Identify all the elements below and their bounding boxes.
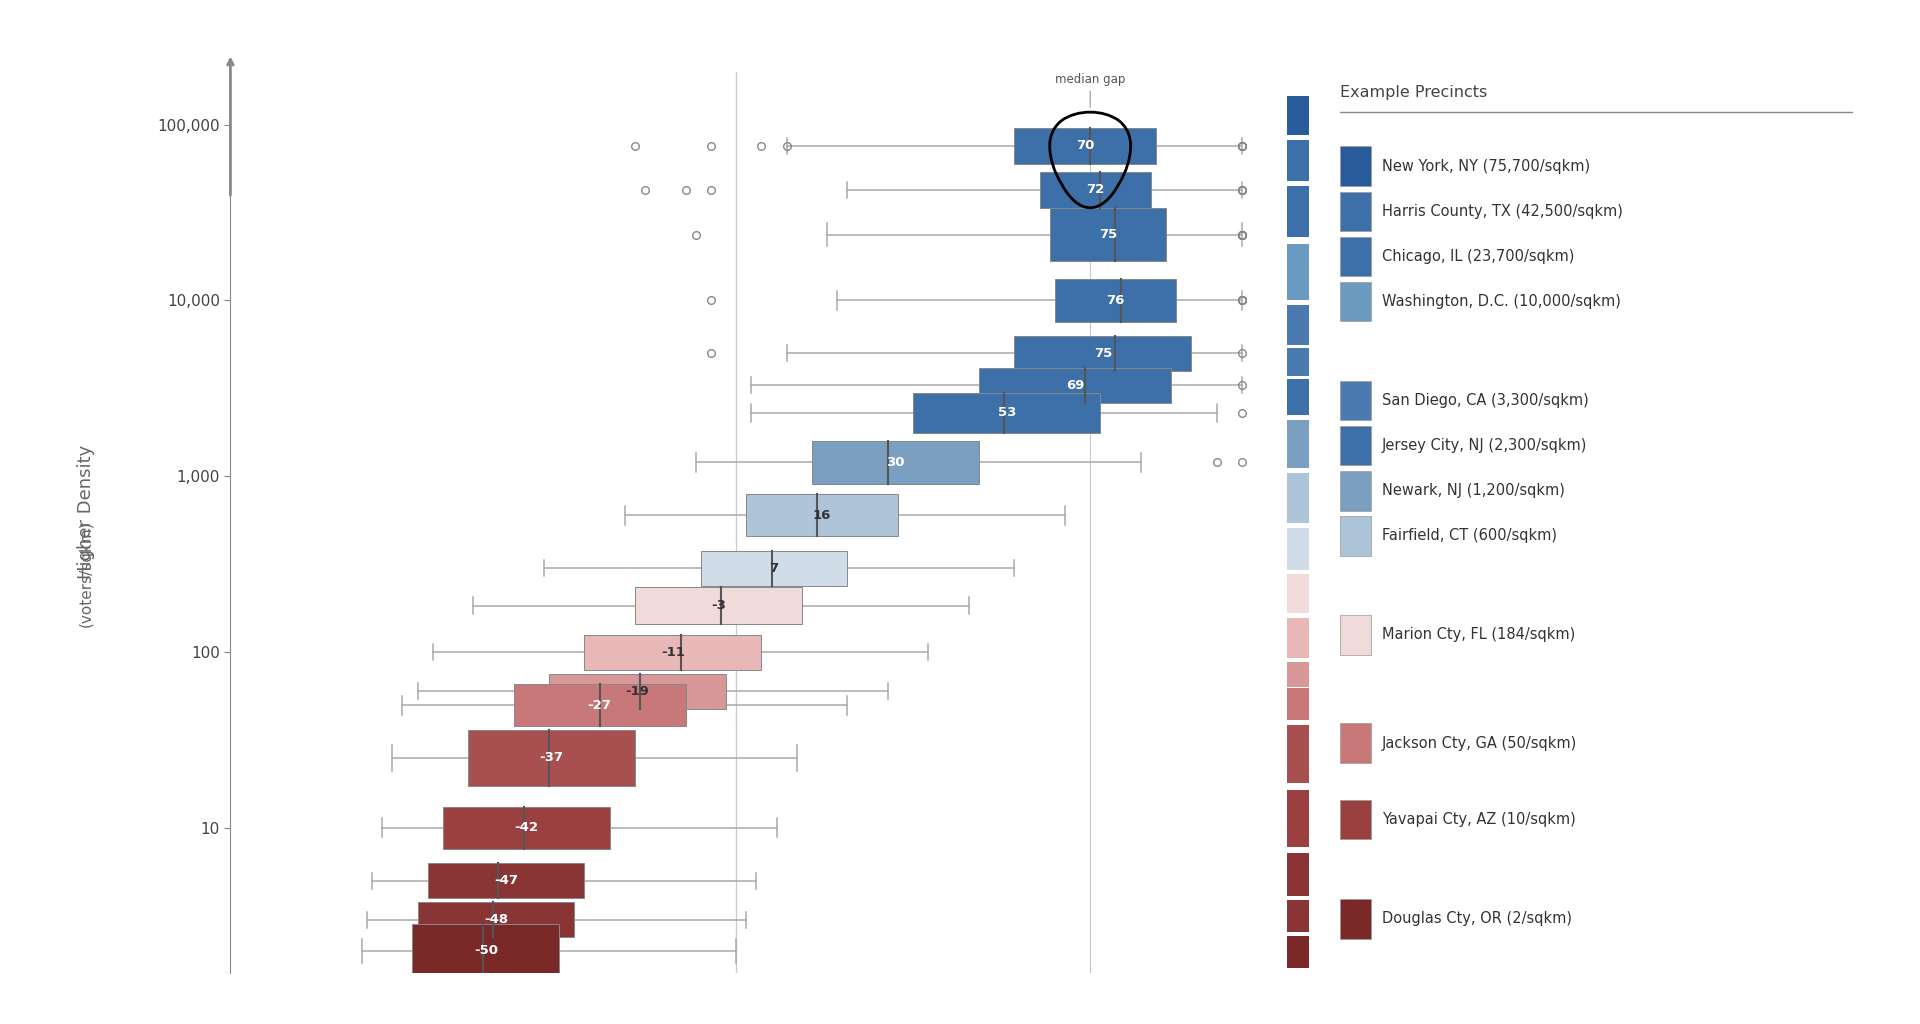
Bar <box>1286 348 1309 376</box>
FancyBboxPatch shape <box>549 674 726 709</box>
FancyBboxPatch shape <box>914 393 1100 432</box>
Bar <box>1286 853 1309 896</box>
Bar <box>1286 618 1309 658</box>
Text: 70: 70 <box>1075 139 1094 153</box>
FancyBboxPatch shape <box>1340 282 1371 322</box>
Text: Washington, D.C. (10,000/sqkm): Washington, D.C. (10,000/sqkm) <box>1382 294 1620 309</box>
Text: 75: 75 <box>1098 228 1117 241</box>
FancyBboxPatch shape <box>1340 615 1371 654</box>
Bar <box>1286 528 1309 570</box>
FancyBboxPatch shape <box>428 863 584 898</box>
FancyBboxPatch shape <box>413 925 559 977</box>
Text: (voters/sqkm): (voters/sqkm) <box>79 520 94 627</box>
Text: San Diego, CA (3,300/sqkm): San Diego, CA (3,300/sqkm) <box>1382 393 1588 409</box>
Text: -48: -48 <box>484 913 509 927</box>
Text: 30: 30 <box>887 456 904 469</box>
Text: Newark, NJ (1,200/sqkm): Newark, NJ (1,200/sqkm) <box>1382 483 1565 499</box>
Bar <box>1286 473 1309 522</box>
FancyBboxPatch shape <box>417 902 574 937</box>
Text: -3: -3 <box>710 599 726 612</box>
Bar <box>1286 900 1309 932</box>
FancyBboxPatch shape <box>747 495 899 537</box>
Text: Yavapai Cty, AZ (10/sqkm): Yavapai Cty, AZ (10/sqkm) <box>1382 812 1576 827</box>
Text: median gap: median gap <box>1054 73 1125 108</box>
Text: Fairfield, CT (600/sqkm): Fairfield, CT (600/sqkm) <box>1382 528 1557 544</box>
FancyBboxPatch shape <box>515 684 685 726</box>
Text: -50: -50 <box>474 944 497 957</box>
Text: Jersey City, NJ (2,300/sqkm): Jersey City, NJ (2,300/sqkm) <box>1382 438 1588 454</box>
Text: 7: 7 <box>770 562 780 574</box>
Text: Harris County, TX (42,500/sqkm): Harris County, TX (42,500/sqkm) <box>1382 204 1622 219</box>
Bar <box>1286 420 1309 468</box>
Bar <box>1286 305 1309 345</box>
FancyBboxPatch shape <box>1050 208 1165 261</box>
Bar <box>1286 790 1309 847</box>
Bar <box>1286 185 1309 238</box>
Text: -11: -11 <box>660 645 685 658</box>
FancyBboxPatch shape <box>1340 800 1371 840</box>
Bar <box>1286 663 1309 687</box>
FancyBboxPatch shape <box>1054 280 1177 322</box>
Text: Chicago, IL (23,700/sqkm): Chicago, IL (23,700/sqkm) <box>1382 249 1574 264</box>
Bar <box>1286 725 1309 782</box>
FancyBboxPatch shape <box>1340 723 1371 763</box>
FancyBboxPatch shape <box>1340 899 1371 939</box>
Text: 72: 72 <box>1087 183 1104 197</box>
FancyBboxPatch shape <box>1340 381 1371 421</box>
Bar <box>1286 96 1309 135</box>
FancyBboxPatch shape <box>1340 146 1371 186</box>
FancyBboxPatch shape <box>1340 237 1371 276</box>
Bar <box>1286 139 1309 181</box>
FancyBboxPatch shape <box>1039 172 1150 208</box>
Text: -27: -27 <box>588 698 612 712</box>
FancyBboxPatch shape <box>636 587 803 625</box>
Text: Jackson Cty, GA (50/sqkm): Jackson Cty, GA (50/sqkm) <box>1382 735 1576 751</box>
Text: Douglas Cty, OR (2/sqkm): Douglas Cty, OR (2/sqkm) <box>1382 911 1572 927</box>
Text: -37: -37 <box>540 752 564 765</box>
Text: -47: -47 <box>493 874 518 888</box>
FancyBboxPatch shape <box>979 368 1171 402</box>
FancyBboxPatch shape <box>1340 426 1371 466</box>
Bar <box>1286 688 1309 720</box>
FancyBboxPatch shape <box>1340 471 1371 511</box>
Bar <box>1286 244 1309 300</box>
FancyBboxPatch shape <box>1014 336 1190 371</box>
FancyBboxPatch shape <box>584 635 762 670</box>
Text: 69: 69 <box>1066 379 1085 391</box>
Text: Example Precincts: Example Precincts <box>1340 85 1488 100</box>
Text: -42: -42 <box>515 821 538 835</box>
FancyBboxPatch shape <box>444 807 611 849</box>
FancyBboxPatch shape <box>1340 191 1371 231</box>
Text: New York, NY (75,700/sqkm): New York, NY (75,700/sqkm) <box>1382 159 1590 174</box>
FancyBboxPatch shape <box>812 441 979 483</box>
Text: 16: 16 <box>812 509 831 522</box>
Bar <box>1286 379 1309 415</box>
Text: Higher Density: Higher Density <box>77 444 96 580</box>
Text: 75: 75 <box>1094 347 1112 359</box>
Text: 53: 53 <box>998 407 1016 419</box>
FancyBboxPatch shape <box>1340 516 1371 556</box>
Text: -19: -19 <box>626 685 649 697</box>
FancyBboxPatch shape <box>1014 128 1156 164</box>
FancyBboxPatch shape <box>701 551 847 586</box>
Text: Marion Cty, FL (184/sqkm): Marion Cty, FL (184/sqkm) <box>1382 628 1574 642</box>
Text: 76: 76 <box>1106 294 1125 307</box>
FancyBboxPatch shape <box>468 730 636 786</box>
Bar <box>1286 936 1309 969</box>
Bar <box>1286 574 1309 613</box>
